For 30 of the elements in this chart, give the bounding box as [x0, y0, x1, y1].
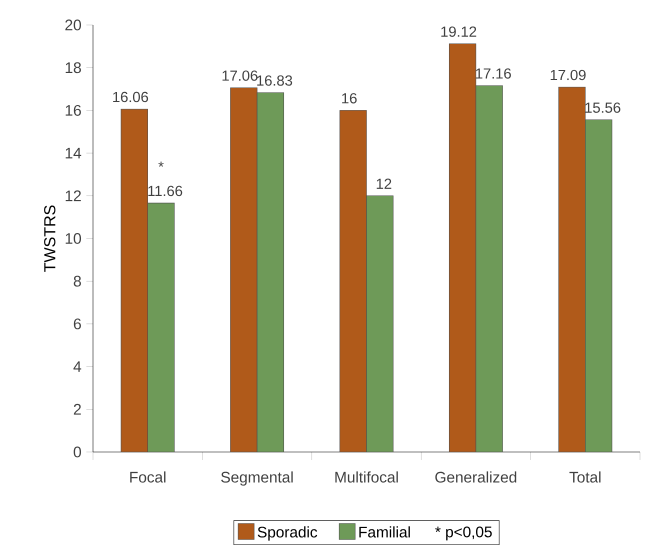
y-tick-label: 6	[74, 318, 81, 330]
data-label: 17.16	[476, 68, 511, 79]
y-tick-label: 16	[66, 104, 81, 116]
legend-label: Sporadic	[258, 526, 318, 541]
text: * p<0,05	[435, 526, 492, 540]
x-tick-label: Segmental	[221, 471, 293, 486]
y-tick-label: 8	[74, 276, 81, 287]
x-tick-label: Total	[569, 471, 600, 483]
y-tick-label: 2	[74, 404, 81, 415]
y-tick-label: 4	[73, 361, 82, 372]
y-tick-label: 20	[65, 20, 82, 30]
data-label: 17.09	[550, 70, 586, 80]
legend-label: Familial	[359, 526, 410, 538]
data-label: 16.83	[257, 75, 292, 86]
y-axis-title: TWSTRS	[44, 205, 56, 272]
y-tick-label: 10	[66, 233, 82, 244]
y-tick-label: 14	[66, 148, 82, 158]
data-label: 11.66	[148, 186, 182, 196]
data-label: 17.06	[222, 70, 258, 81]
y-tick-label: 0	[74, 446, 82, 458]
data-label: 16	[342, 93, 357, 104]
y-tick-label: 12	[66, 190, 81, 202]
data-label: 19.12	[441, 26, 476, 37]
x-tick-label: Focal	[130, 471, 166, 483]
annotation: *	[158, 162, 164, 167]
data-label: 12	[376, 178, 392, 189]
y-tick-label: 18	[66, 62, 81, 74]
x-tick-label: Generalized	[435, 471, 516, 483]
data-label: 16.06	[113, 92, 148, 102]
x-tick-label: Multifocal	[335, 471, 398, 483]
